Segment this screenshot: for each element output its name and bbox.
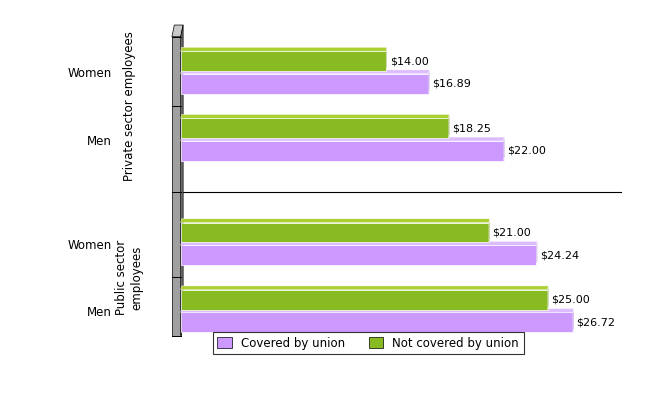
Polygon shape: [181, 241, 538, 245]
Text: $24.24: $24.24: [540, 250, 579, 260]
Text: $21.00: $21.00: [493, 228, 531, 238]
Polygon shape: [503, 137, 505, 161]
Text: $18.25: $18.25: [452, 123, 491, 133]
Text: $22.00: $22.00: [507, 146, 546, 156]
Text: $14.00: $14.00: [390, 56, 428, 66]
Polygon shape: [428, 70, 430, 94]
Polygon shape: [536, 241, 538, 265]
Bar: [172, 37, 181, 336]
Bar: [181, 223, 489, 242]
Polygon shape: [181, 114, 449, 118]
Polygon shape: [547, 286, 548, 310]
Text: $25.00: $25.00: [551, 295, 590, 305]
Polygon shape: [181, 137, 505, 141]
Polygon shape: [181, 47, 387, 51]
Bar: [181, 245, 536, 265]
Bar: [181, 312, 573, 332]
Bar: [181, 118, 449, 138]
Polygon shape: [181, 308, 574, 312]
Polygon shape: [489, 219, 490, 242]
Polygon shape: [386, 47, 387, 71]
Polygon shape: [573, 308, 574, 332]
Text: $16.89: $16.89: [432, 79, 471, 89]
Text: $26.72: $26.72: [576, 317, 615, 327]
Polygon shape: [181, 286, 548, 290]
Polygon shape: [181, 219, 490, 223]
Bar: [181, 51, 386, 71]
Text: Private sector employees: Private sector employees: [123, 31, 136, 181]
Bar: [181, 141, 503, 161]
Polygon shape: [181, 70, 430, 74]
Text: Public sector
employees: Public sector employees: [115, 240, 143, 315]
Polygon shape: [172, 25, 183, 37]
Legend: Covered by union, Not covered by union: Covered by union, Not covered by union: [213, 332, 524, 354]
Bar: [181, 290, 547, 310]
Polygon shape: [181, 25, 183, 336]
Bar: [181, 74, 428, 94]
